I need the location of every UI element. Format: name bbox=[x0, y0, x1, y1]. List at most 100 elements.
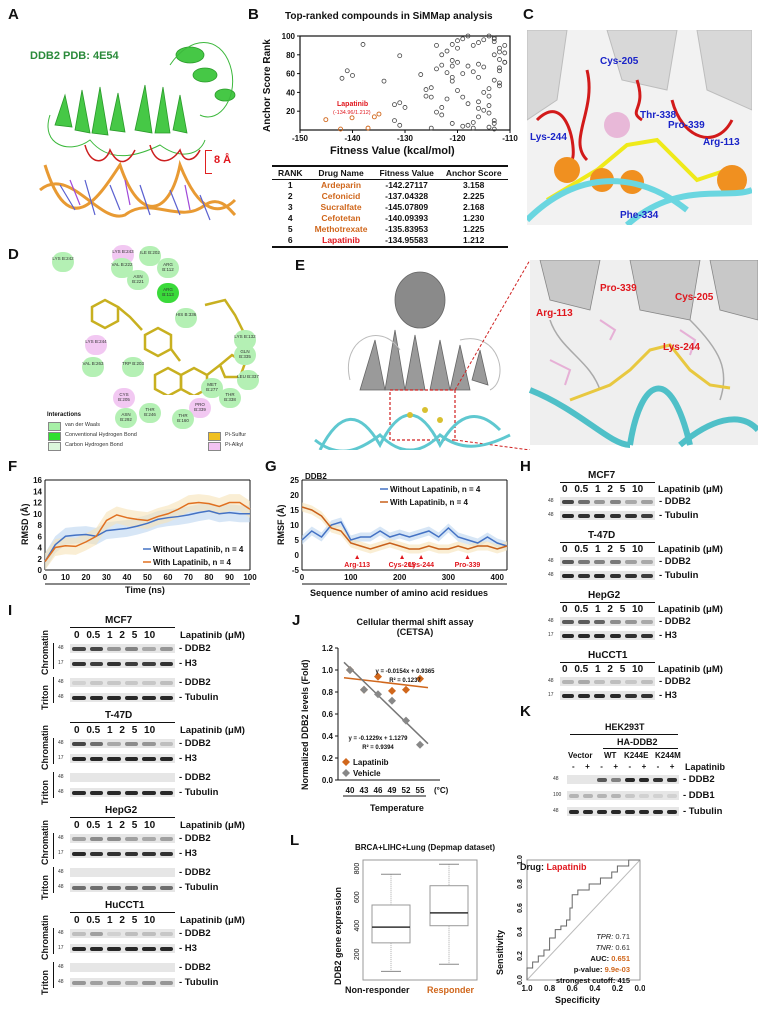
blot-band bbox=[160, 776, 174, 780]
protein-label: - Tubulin bbox=[659, 570, 699, 581]
panel-a-title: DDB2 PDB: 4E54 bbox=[30, 50, 119, 62]
residue-node: ARG B:113 bbox=[157, 283, 179, 303]
protein-label: - H3 bbox=[659, 630, 677, 641]
treatment-label: Lapatinib (μM) bbox=[658, 544, 723, 555]
blot-band bbox=[577, 680, 590, 684]
svg-text:16: 16 bbox=[33, 476, 42, 485]
blot-strip bbox=[70, 834, 175, 843]
blot-band bbox=[562, 574, 574, 578]
blot-band bbox=[577, 694, 590, 698]
blot-band bbox=[667, 810, 677, 814]
protein-label: - H3 bbox=[179, 943, 197, 954]
blot-band bbox=[641, 500, 653, 504]
blot-band bbox=[653, 810, 663, 814]
col-anchor: Anchor Score bbox=[439, 165, 508, 180]
zoom-residue-lys244: Lys-244 bbox=[663, 342, 700, 353]
blot-band bbox=[107, 681, 121, 685]
blot-band bbox=[89, 742, 103, 746]
panel-g-xlabel: Sequence number of amino acid residues bbox=[310, 588, 489, 598]
table-cell: 3 bbox=[287, 202, 293, 212]
protein-label: - DDB2 bbox=[179, 738, 211, 749]
protein-label: - H3 bbox=[179, 658, 197, 669]
svg-text:-140: -140 bbox=[344, 134, 361, 143]
blot-band bbox=[142, 932, 156, 936]
table-cell: -142.27117 bbox=[385, 180, 428, 190]
svg-text:y = -0.1229x + 1.1279: y = -0.1229x + 1.1279 bbox=[348, 736, 408, 742]
blot-band bbox=[107, 886, 121, 890]
svg-text:70: 70 bbox=[184, 573, 193, 582]
blot-band bbox=[72, 947, 86, 951]
svg-text:0.0: 0.0 bbox=[517, 975, 524, 985]
blot-strip bbox=[567, 807, 679, 816]
fraction-label-triton: Triton bbox=[40, 875, 50, 900]
boxplot-chart: 200 400 600 800 bbox=[354, 859, 478, 981]
blot-band bbox=[124, 757, 138, 761]
residue-node: VAL B:263 bbox=[82, 357, 104, 377]
blot-band bbox=[142, 681, 156, 685]
mw-marker: 48 bbox=[58, 884, 64, 890]
blot-band bbox=[609, 574, 622, 578]
blot-band bbox=[89, 791, 103, 795]
blot-band bbox=[124, 852, 138, 856]
fraction-bracket bbox=[53, 677, 54, 703]
blot-band bbox=[124, 742, 138, 746]
blot-band bbox=[625, 810, 635, 814]
mw-marker: 48 bbox=[58, 789, 64, 795]
col-fitness: Fitness Value bbox=[373, 165, 440, 180]
panel-label-g: G bbox=[265, 458, 277, 475]
svg-text:0.0: 0.0 bbox=[322, 776, 334, 785]
protein-label: - Tubulin bbox=[179, 977, 219, 988]
blot-band bbox=[72, 776, 86, 780]
blot-band bbox=[142, 966, 156, 970]
panel-label-d: D bbox=[8, 246, 19, 263]
blot-band bbox=[72, 886, 86, 890]
lane-labels: 0 0.5 1 2 5 10 bbox=[562, 604, 644, 615]
k-group-vector: Vector bbox=[568, 751, 593, 760]
blot-band bbox=[72, 871, 86, 875]
blot-band bbox=[159, 932, 173, 936]
panel-j-title: Cellular thermal shift assay (CETSA) bbox=[356, 617, 474, 637]
zoom-residue-pro339: Pro-339 bbox=[600, 283, 637, 294]
lane-labels: 0 0.5 1 2 5 10 bbox=[74, 725, 156, 736]
table-row: 6 Lapatinib -134.95583 1.212 bbox=[272, 235, 508, 248]
blot-band bbox=[107, 662, 121, 666]
blot-strip bbox=[70, 739, 175, 748]
svg-text:With Lapatinib, n = 4: With Lapatinib, n = 4 bbox=[390, 498, 468, 507]
blot-band bbox=[653, 794, 663, 798]
treatment-label: Lapatinib (μM) bbox=[180, 820, 245, 831]
blot-band bbox=[72, 742, 86, 746]
blot-band bbox=[641, 634, 653, 638]
blot-band bbox=[107, 776, 121, 780]
blot-band bbox=[142, 886, 156, 890]
treatment-label: Lapatinib (μM) bbox=[180, 725, 245, 736]
residue-node: ARG B:112 bbox=[157, 258, 179, 278]
svg-text:-120: -120 bbox=[449, 134, 466, 143]
table-cell: -140.09393 bbox=[385, 213, 429, 223]
blot-band bbox=[142, 947, 156, 951]
svg-text:40: 40 bbox=[346, 786, 355, 795]
table-cell: -134.95583 bbox=[373, 235, 440, 248]
svg-text:100: 100 bbox=[282, 32, 296, 41]
blot-band bbox=[593, 514, 606, 518]
table-row: 3 Sucralfate -145.07809 2.168 bbox=[272, 202, 508, 213]
blot-strip bbox=[560, 631, 655, 640]
blot-band bbox=[107, 696, 121, 700]
blot-band bbox=[641, 560, 653, 564]
svg-text:Cys-205: Cys-205 bbox=[389, 562, 416, 569]
fraction-label-chromatin: Chromatin bbox=[40, 725, 50, 770]
blot-band bbox=[562, 680, 574, 684]
svg-text:10: 10 bbox=[33, 510, 42, 519]
blot-band bbox=[72, 696, 86, 700]
svg-text:600: 600 bbox=[354, 891, 361, 903]
blot-band bbox=[625, 694, 638, 698]
blot-band bbox=[89, 886, 103, 890]
blot-band bbox=[609, 620, 622, 624]
roc-stat: TPR: 0.71 bbox=[596, 932, 630, 941]
residue-node: THR B:160 bbox=[172, 409, 194, 429]
treatment-label: Lapatinib (μM) bbox=[658, 664, 723, 675]
svg-text:60: 60 bbox=[164, 573, 173, 582]
blot-band bbox=[72, 837, 86, 841]
legend-swatch bbox=[48, 432, 61, 441]
panel-l-title: BRCA+LIHC+Lung (Depmap dataset) bbox=[355, 843, 496, 852]
